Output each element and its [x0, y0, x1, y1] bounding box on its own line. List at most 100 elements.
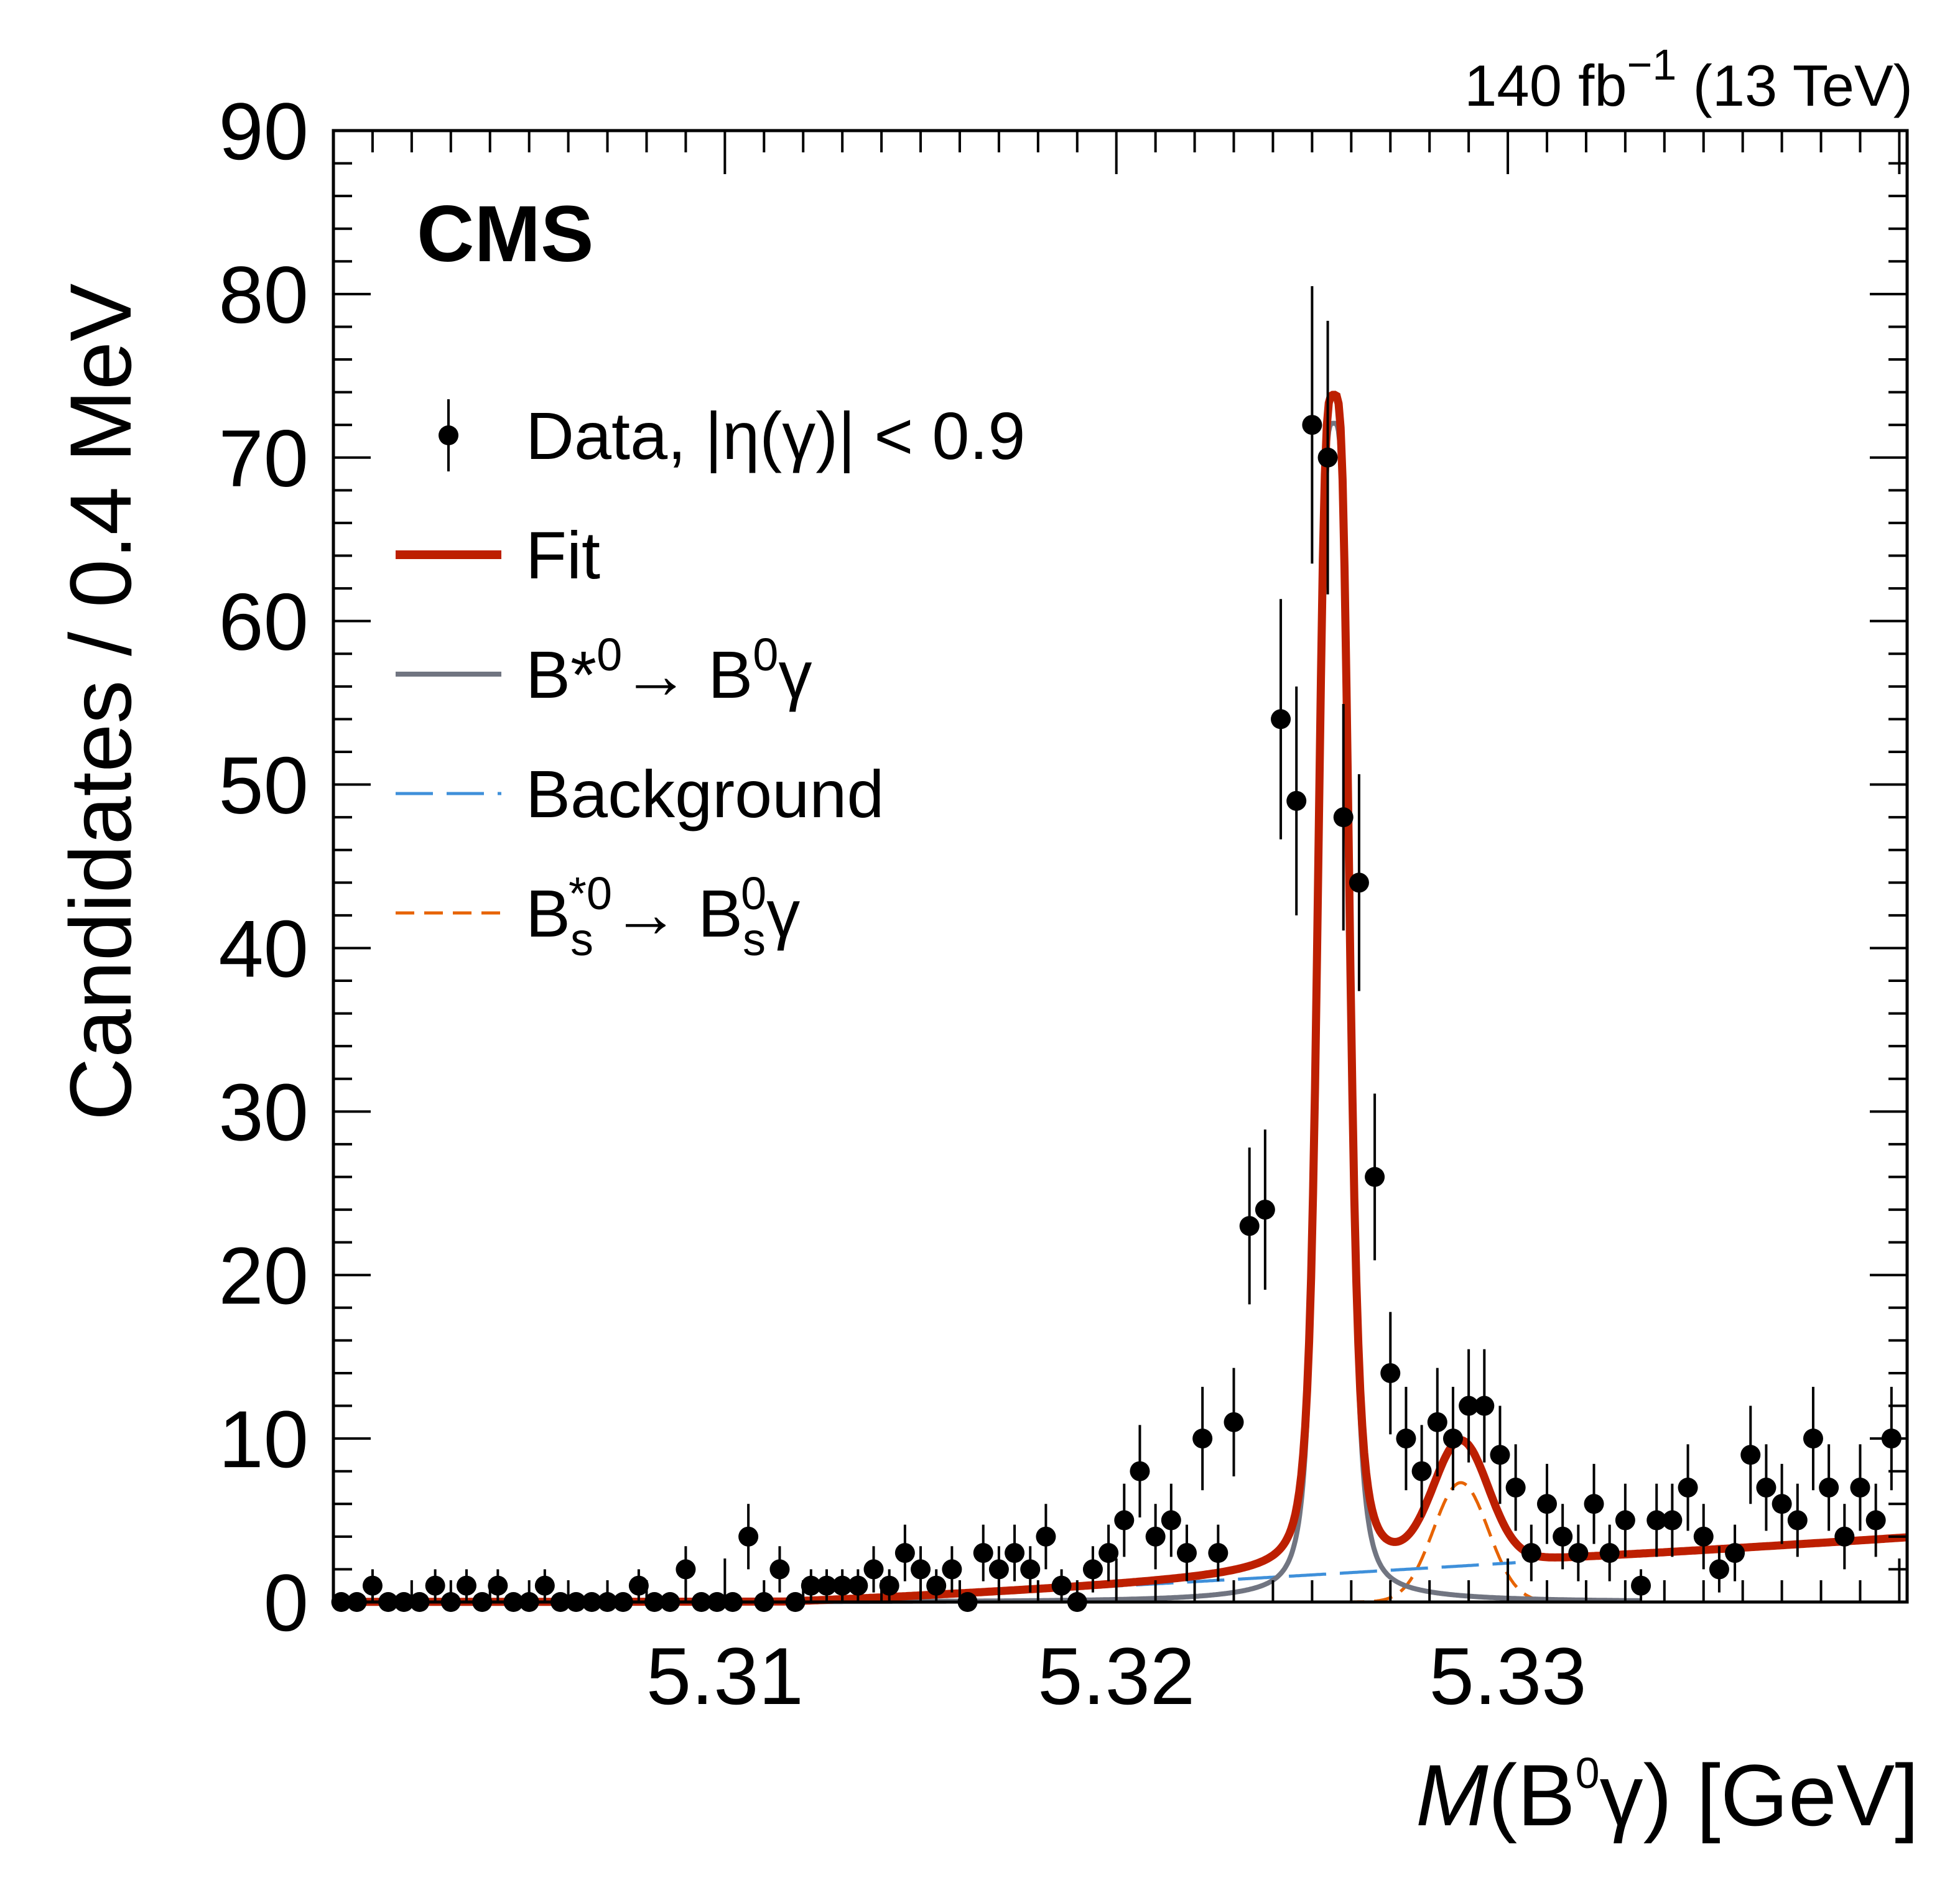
- lumi-label: 140 fb−1 (13 TeV): [1464, 40, 1913, 118]
- data-point: [1725, 1524, 1745, 1581]
- data-marker: [1693, 1526, 1714, 1547]
- signal-curve: [779, 420, 1641, 1604]
- data-marker: [676, 1559, 696, 1580]
- data-marker: [1553, 1526, 1573, 1547]
- legend-entry-fit: Fit: [396, 517, 600, 593]
- y-tick-label: 20: [218, 1230, 309, 1321]
- data-marker: [628, 1575, 649, 1596]
- data-point: [1709, 1546, 1729, 1593]
- data-marker: [1020, 1559, 1041, 1580]
- data-point: [1114, 1483, 1135, 1557]
- data-marker: [1333, 807, 1354, 828]
- data-point: [1662, 1483, 1683, 1557]
- data-point: [1631, 1569, 1651, 1602]
- data-marker: [1850, 1477, 1870, 1498]
- data-point: [1536, 1463, 1557, 1544]
- data-marker: [1098, 1543, 1119, 1563]
- data-marker: [1349, 873, 1369, 893]
- x-axis-label: M(B0γ) [GeV]: [1416, 1746, 1919, 1844]
- data-point: [1553, 1504, 1573, 1570]
- data-marker: [1365, 1167, 1385, 1187]
- data-point: [1130, 1425, 1150, 1518]
- data-marker: [1145, 1526, 1166, 1547]
- data-point: [1020, 1546, 1041, 1593]
- data-point: [456, 1569, 476, 1602]
- data-point: [1850, 1444, 1870, 1531]
- y-tick-label: 50: [218, 740, 309, 831]
- legend-label: Background: [526, 756, 884, 831]
- data-marker: [1631, 1575, 1651, 1596]
- data-marker: [894, 1543, 915, 1563]
- data-point: [1239, 1147, 1260, 1305]
- data-point: [816, 1569, 837, 1602]
- data-point: [926, 1569, 947, 1602]
- data-point: [1505, 1444, 1526, 1531]
- data-point: [1255, 1129, 1275, 1290]
- y-tick-label: 90: [218, 86, 309, 177]
- data-point: [1568, 1524, 1589, 1581]
- y-axis-label: Candidates / 0.4 MeV: [52, 284, 149, 1121]
- data-marker: [1396, 1429, 1416, 1449]
- data-marker: [1302, 415, 1322, 435]
- data-marker: [456, 1575, 476, 1596]
- data-marker: [911, 1559, 931, 1580]
- data-marker: [1646, 1510, 1667, 1530]
- data-marker: [879, 1575, 899, 1596]
- data-marker: [1082, 1559, 1103, 1580]
- cms-label: CMS: [417, 190, 593, 279]
- data-marker: [1474, 1396, 1495, 1416]
- data-marker: [1208, 1543, 1228, 1563]
- data-marker: [1005, 1543, 1025, 1563]
- data-marker: [863, 1559, 884, 1580]
- legend-marker: [439, 425, 458, 445]
- data-marker: [1286, 790, 1307, 811]
- plot-frame: [332, 129, 1909, 1604]
- data-marker: [1678, 1477, 1698, 1498]
- data-marker: [534, 1575, 555, 1596]
- data-marker: [801, 1575, 821, 1596]
- y-tick-label: 0: [264, 1557, 309, 1648]
- legend-label: B*0→ B0γ: [526, 629, 812, 712]
- data-point: [1051, 1569, 1072, 1602]
- data-marker: [1239, 1216, 1260, 1236]
- data-marker: [1224, 1412, 1244, 1432]
- data-point: [1819, 1444, 1839, 1531]
- data-point: [1693, 1504, 1714, 1570]
- x-tick-label: 5.32: [1038, 1631, 1195, 1721]
- data-point: [1442, 1386, 1463, 1491]
- data-point: [942, 1546, 962, 1593]
- data-marker: [1772, 1494, 1792, 1514]
- axis-ticks: 0 10 20 30 40 50 60 70 80 90 5.31 5.32 5.33: [218, 86, 1907, 1721]
- data-marker: [1584, 1494, 1604, 1514]
- y-tick-label: 10: [218, 1394, 309, 1484]
- data-point: [1459, 1349, 1479, 1463]
- data-point: [628, 1569, 649, 1602]
- data-point: [738, 1504, 759, 1570]
- data-marker: [425, 1575, 445, 1596]
- y-tick-label: 80: [218, 249, 309, 340]
- data-marker: [1709, 1559, 1729, 1580]
- data-point: [1584, 1463, 1604, 1544]
- data-point: [769, 1546, 790, 1593]
- data-marker: [1865, 1510, 1886, 1530]
- data-marker: [1442, 1429, 1463, 1449]
- data-marker: [1176, 1543, 1197, 1563]
- data-point: [1411, 1425, 1432, 1518]
- data-marker: [1834, 1526, 1855, 1547]
- data-points: [331, 286, 1902, 1612]
- data-point: [1740, 1405, 1761, 1504]
- data-point: [1161, 1483, 1181, 1557]
- data-marker: [1521, 1543, 1541, 1563]
- data-marker: [1130, 1461, 1150, 1481]
- data-point: [1145, 1504, 1166, 1570]
- data-point: [534, 1569, 555, 1602]
- legend-entry-bs: Bs*0→ Bs0γ: [396, 868, 800, 965]
- legend-label: Fit: [526, 517, 600, 593]
- data-marker: [1725, 1543, 1745, 1563]
- data-marker: [926, 1575, 947, 1596]
- data-marker: [769, 1559, 790, 1580]
- data-point: [1599, 1524, 1620, 1581]
- legend-label: Data, |η(γ)| < 0.9: [526, 398, 1025, 473]
- data-point: [1787, 1483, 1808, 1557]
